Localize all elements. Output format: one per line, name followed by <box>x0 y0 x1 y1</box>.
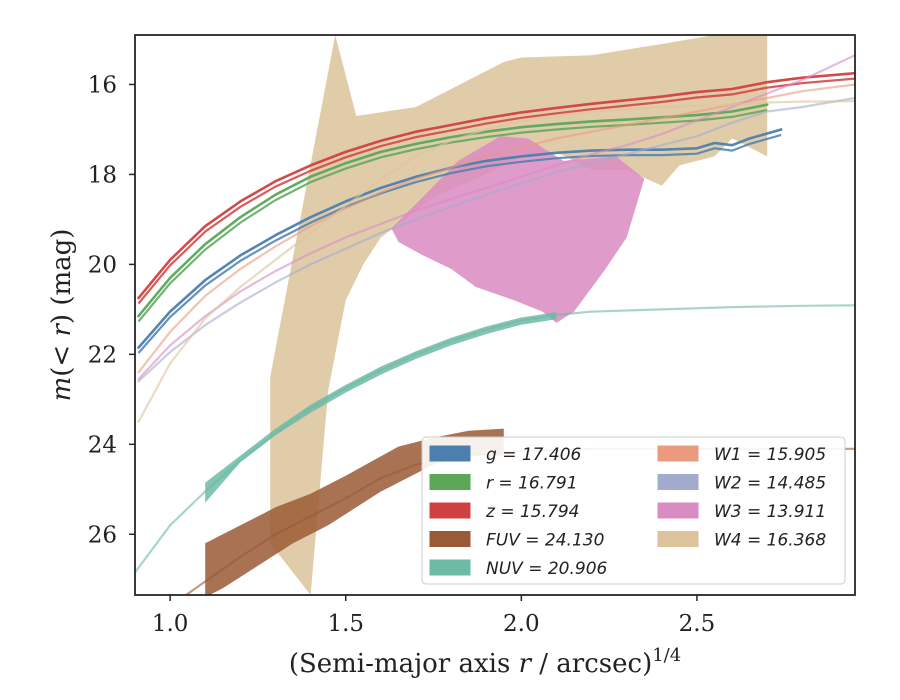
series-line-g <box>137 128 783 349</box>
legend-label: z = 15.794 <box>485 502 579 522</box>
band-w3 <box>391 136 645 323</box>
legend-swatch <box>657 531 699 547</box>
series-line-w3 <box>137 54 855 381</box>
y-tick-label: 26 <box>88 522 117 548</box>
legend-swatch <box>657 445 699 462</box>
series-line-g-upper <box>137 133 782 354</box>
y-tick-label: 16 <box>88 72 117 98</box>
legend-swatch <box>429 559 471 576</box>
x-tick-label: 2.0 <box>503 611 540 637</box>
series-line-z <box>137 71 855 300</box>
series-line-nuv <box>135 304 855 574</box>
series-line-w1 <box>137 83 855 374</box>
y-tick-label: 18 <box>88 162 117 188</box>
legend-label: NUV = 20.906 <box>486 559 608 579</box>
y-axis-label: m(< r) (mag) <box>47 229 77 402</box>
x-axis-label: (Semi-major axis r / arcsec)1/4 <box>289 645 681 679</box>
legend-swatch <box>429 531 471 547</box>
legend-label: g = 17.406 <box>486 445 582 465</box>
legend: g = 17.406 r = 16.791 z = 15.794 FUV = 24.1… <box>421 436 846 585</box>
axes-frame <box>134 34 856 596</box>
legend-swatch <box>429 502 471 519</box>
y-tick-label: 22 <box>88 342 117 368</box>
axis-ticks: 1.0 1.5 2.0 2.5 16 18 20 22 24 26 <box>88 72 716 637</box>
x-axis-label-exponent: 1/4 <box>652 645 681 666</box>
x-tick-label: 1.0 <box>152 611 189 637</box>
series-line-r-upper <box>137 109 768 323</box>
x-tick-label: 2.5 <box>679 611 716 637</box>
x-tick-label: 1.5 <box>327 611 364 637</box>
legend-swatch <box>657 502 699 519</box>
legend-swatch <box>429 474 471 490</box>
legend-label: W3 = 13.911 <box>714 502 826 522</box>
band-w4 <box>270 35 768 595</box>
legend-swatch <box>429 445 471 462</box>
legend-label: FUV = 24.130 <box>486 531 604 551</box>
legend-label: W1 = 15.905 <box>714 445 826 465</box>
series-line-w4 <box>137 100 855 423</box>
legend-swatch <box>657 474 699 490</box>
legend-box <box>421 436 846 585</box>
series-line-w2 <box>137 96 855 383</box>
legend-label: W4 = 16.368 <box>714 531 826 551</box>
series-line-z-upper <box>137 77 855 305</box>
legend-label: W2 = 14.485 <box>714 474 826 494</box>
y-tick-label: 20 <box>88 252 117 278</box>
y-tick-label: 24 <box>88 432 117 458</box>
legend-label: r = 16.791 <box>486 474 578 494</box>
